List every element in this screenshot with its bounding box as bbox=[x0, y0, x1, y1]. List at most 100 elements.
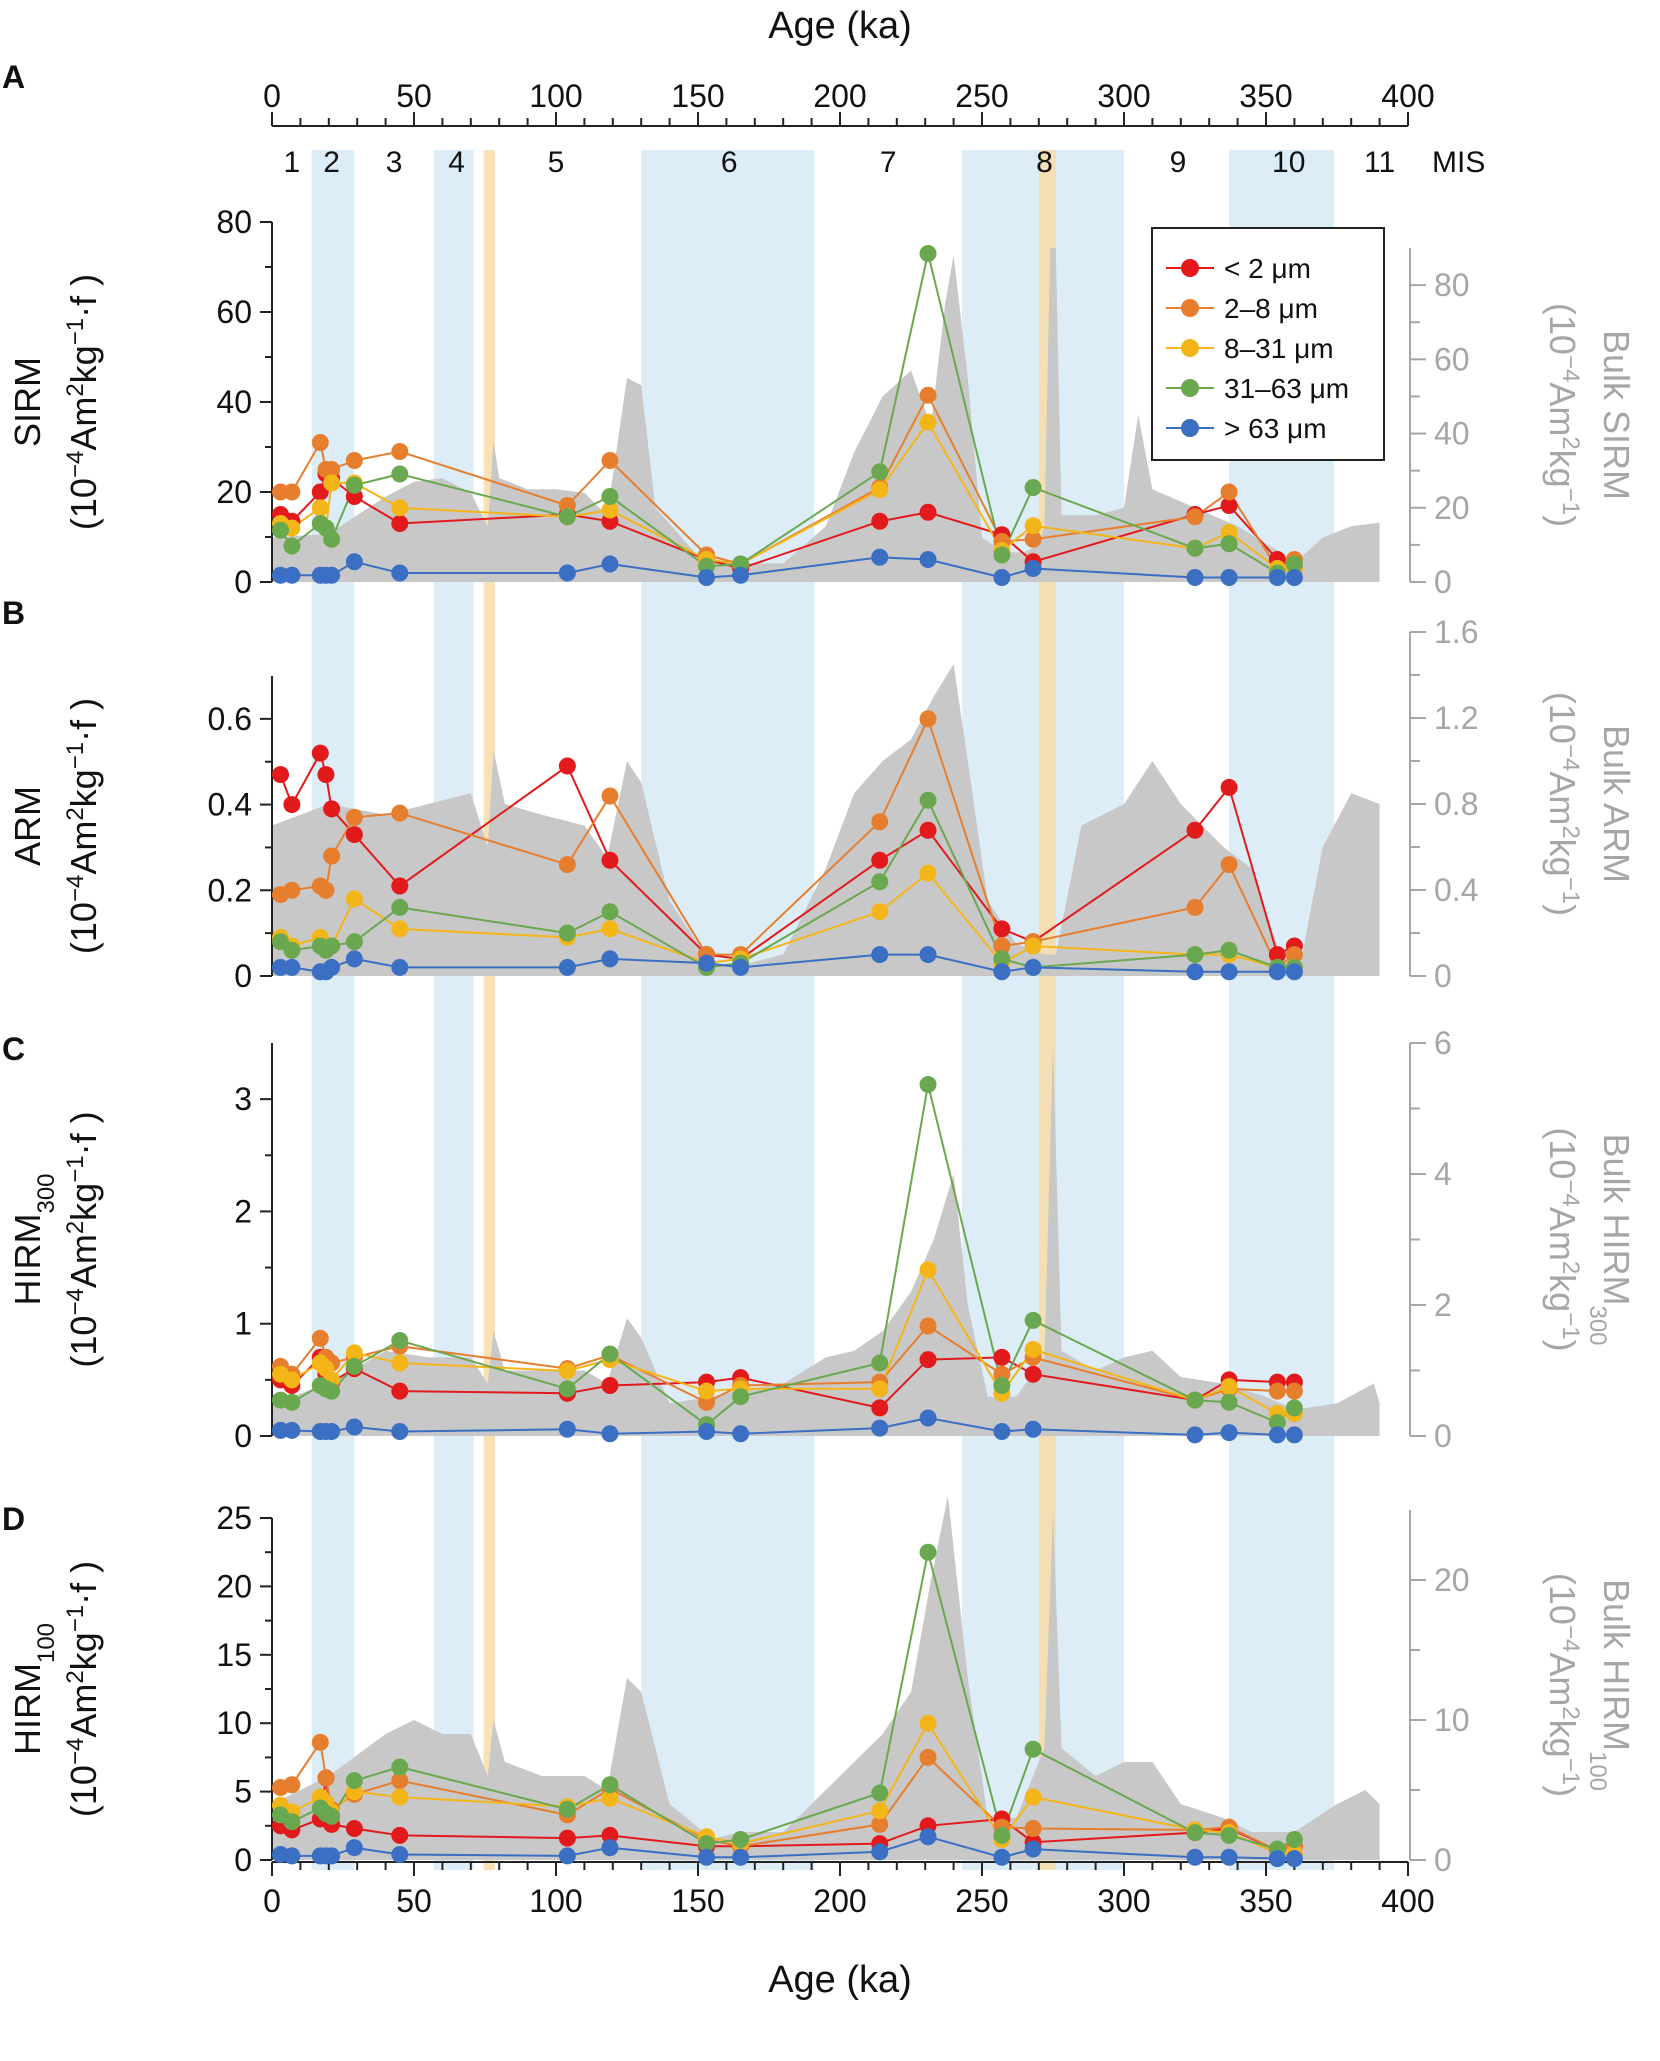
data-point bbox=[871, 1815, 889, 1833]
data-point bbox=[871, 903, 889, 921]
data-point bbox=[1024, 1740, 1042, 1758]
left-axis-title: SIRM bbox=[7, 357, 48, 447]
mis-stage-label: 7 bbox=[880, 146, 897, 179]
data-point bbox=[1024, 937, 1042, 955]
data-point bbox=[871, 1399, 889, 1417]
right-axis-unit: (10−4Am2kg−1) bbox=[1542, 303, 1585, 527]
data-point bbox=[391, 499, 409, 517]
data-point bbox=[919, 1543, 937, 1561]
data-point bbox=[732, 1830, 750, 1848]
data-point bbox=[871, 1419, 889, 1437]
data-point bbox=[323, 1807, 341, 1825]
data-point bbox=[1220, 569, 1238, 586]
data-point bbox=[345, 553, 363, 571]
data-point bbox=[919, 386, 937, 404]
data-point bbox=[391, 465, 409, 483]
data-point bbox=[919, 1714, 937, 1732]
legend-swatch bbox=[1181, 339, 1199, 357]
legend: < 2 μm 2–8 μm 8–31 μm 31–63 μm > 63 μm bbox=[1151, 227, 1385, 461]
data-point bbox=[1186, 821, 1204, 839]
data-point bbox=[1024, 517, 1042, 535]
data-point bbox=[1285, 1399, 1303, 1417]
mis-label: MIS bbox=[1432, 146, 1485, 179]
left-tick-label: 40 bbox=[216, 384, 252, 420]
bottom-age-axis: 0 50 100 150 200 250 300 350 400 Age (ka) bbox=[263, 1861, 1435, 2001]
data-point bbox=[391, 1354, 409, 1372]
data-point bbox=[601, 555, 619, 573]
data-point bbox=[558, 757, 576, 775]
left-tick-label: 3 bbox=[234, 1081, 252, 1117]
data-point bbox=[601, 950, 619, 968]
left-tick-label: 0 bbox=[234, 1842, 252, 1878]
left-tick-label: 5 bbox=[234, 1774, 252, 1810]
top-tick-label: 100 bbox=[529, 78, 582, 114]
data-point bbox=[558, 958, 576, 976]
data-point bbox=[391, 1772, 409, 1790]
data-point bbox=[311, 1329, 329, 1347]
right-axis-title: Bulk HIRM100 bbox=[1585, 1579, 1638, 1791]
right-tick-label: 0 bbox=[1434, 1842, 1452, 1878]
data-point bbox=[1186, 946, 1204, 964]
left-tick-label: 0 bbox=[234, 958, 252, 994]
data-point bbox=[919, 245, 937, 262]
data-point bbox=[698, 1423, 716, 1441]
right-tick-label: 0 bbox=[1434, 958, 1452, 994]
data-point bbox=[1268, 1850, 1286, 1868]
data-point bbox=[601, 920, 619, 938]
data-point bbox=[732, 958, 750, 976]
data-point bbox=[1268, 1426, 1286, 1444]
legend-swatch bbox=[1181, 379, 1199, 397]
right-axis-unit: (10−4Am2kg−1) bbox=[1542, 1127, 1585, 1351]
data-point bbox=[993, 1848, 1011, 1866]
data-point bbox=[1285, 1830, 1303, 1848]
data-point bbox=[323, 1382, 341, 1400]
glacial-band-1 bbox=[311, 150, 355, 1870]
right-tick-label: 20 bbox=[1434, 490, 1470, 526]
left-tick-label: 20 bbox=[216, 1568, 252, 1604]
bottom-tick-label: 300 bbox=[1097, 1883, 1150, 1919]
right-tick-label: 1.6 bbox=[1434, 614, 1478, 650]
data-point bbox=[871, 1354, 889, 1372]
data-point bbox=[698, 954, 716, 972]
top-tick-label: 300 bbox=[1097, 78, 1150, 114]
right-tick-label: 40 bbox=[1434, 416, 1470, 452]
mis-stage-label: 8 bbox=[1036, 146, 1053, 179]
data-point bbox=[558, 1800, 576, 1818]
data-point bbox=[1024, 958, 1042, 976]
data-point bbox=[558, 508, 576, 526]
data-point bbox=[993, 1423, 1011, 1441]
data-point bbox=[601, 1376, 619, 1394]
data-point bbox=[272, 766, 290, 784]
data-point bbox=[283, 1776, 301, 1794]
data-point bbox=[732, 1388, 750, 1406]
data-point bbox=[1220, 1424, 1238, 1442]
panel-b: B 0 0.2 0.4 0.6 ARM (10−4Am2kg−1·f ) 0 0.4 0.8 1.2… bbox=[2, 595, 1637, 994]
data-point bbox=[311, 1733, 329, 1751]
data-point bbox=[391, 443, 409, 460]
data-point bbox=[345, 1772, 363, 1790]
data-point bbox=[1285, 963, 1303, 981]
top-tick-label: 250 bbox=[955, 78, 1008, 114]
panel-letter: A bbox=[2, 59, 25, 95]
data-point bbox=[601, 452, 619, 469]
data-point bbox=[601, 851, 619, 869]
left-tick-label: 0.4 bbox=[208, 787, 252, 823]
data-point bbox=[601, 1776, 619, 1794]
data-point bbox=[391, 515, 409, 532]
data-point bbox=[601, 1826, 619, 1844]
data-point bbox=[323, 800, 341, 818]
data-point bbox=[317, 881, 335, 899]
right-axis-title: Bulk HIRM300 bbox=[1585, 1133, 1638, 1345]
data-point bbox=[345, 890, 363, 908]
data-point bbox=[391, 958, 409, 976]
glacial-band-2 bbox=[433, 150, 474, 1870]
legend-swatch bbox=[1181, 259, 1199, 277]
right-tick-label: 0 bbox=[1434, 564, 1452, 600]
mis-stage-label: 11 bbox=[1364, 146, 1395, 179]
legend-label: 8–31 μm bbox=[1224, 333, 1334, 364]
data-point bbox=[919, 1261, 937, 1279]
data-point bbox=[601, 787, 619, 805]
data-point bbox=[601, 903, 619, 921]
data-point bbox=[283, 1421, 301, 1439]
